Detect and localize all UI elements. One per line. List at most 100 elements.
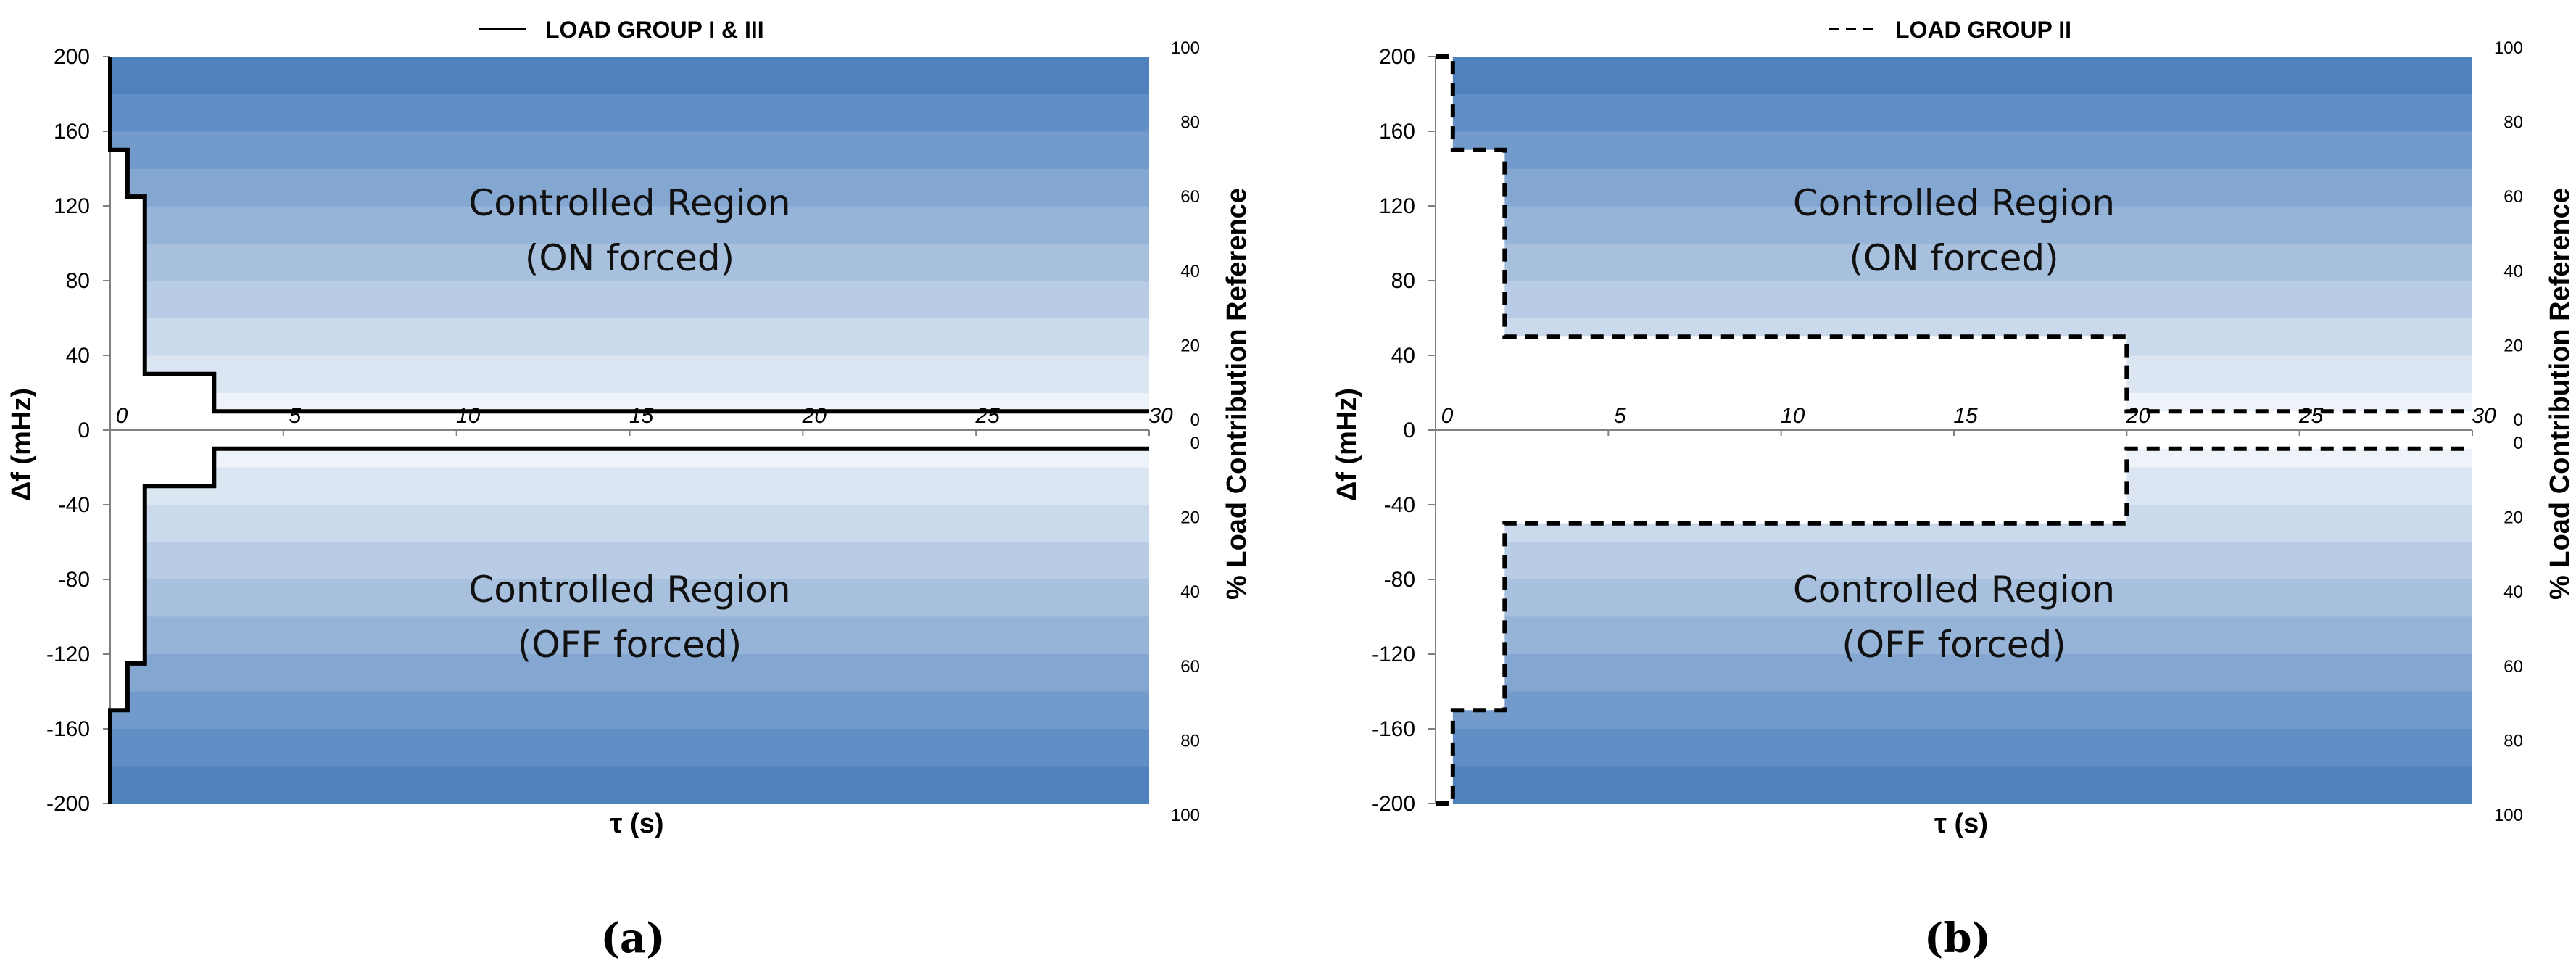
y-tick-label: 40 bbox=[66, 344, 90, 368]
x-tick-label: 5 bbox=[1614, 404, 1626, 428]
background-band-upper bbox=[110, 94, 1149, 132]
y-tick-label: -80 bbox=[1384, 568, 1415, 592]
y2-tick-label: 0 bbox=[2514, 410, 2523, 430]
y2-tick-label: 40 bbox=[1180, 262, 1200, 281]
background-band-upper bbox=[110, 206, 1149, 244]
background-band-lower bbox=[1436, 691, 2472, 730]
background-band-lower bbox=[110, 616, 1149, 655]
series-line-lower bbox=[1436, 446, 2472, 806]
y2-tick-label: 0 bbox=[1190, 434, 1200, 453]
background-band-upper bbox=[1436, 57, 2472, 94]
x-tick-label: 10 bbox=[456, 404, 481, 428]
background-band-upper bbox=[110, 168, 1149, 207]
x-tick-label: 5 bbox=[289, 404, 301, 428]
background-band-upper bbox=[110, 281, 1149, 318]
y-tick-label: -160 bbox=[46, 717, 90, 741]
y2-tick-label: 0 bbox=[1190, 410, 1200, 430]
background-band-lower bbox=[1436, 542, 2472, 580]
x-tick-label: 10 bbox=[1781, 404, 1805, 428]
x-tick-label: 25 bbox=[2298, 404, 2324, 428]
y2-tick-label: 60 bbox=[2503, 187, 2523, 207]
y-tick-label: 0 bbox=[78, 418, 90, 442]
legend-label: LOAD GROUP I & III bbox=[545, 17, 764, 43]
x-tick-label: 25 bbox=[974, 404, 1000, 428]
y2-tick-label: 60 bbox=[2503, 657, 2523, 677]
y-axis-label: Δf (mHz) bbox=[7, 388, 37, 501]
y2-tick-label: 0 bbox=[2514, 434, 2523, 453]
background-band-lower bbox=[110, 691, 1149, 730]
background-band-lower bbox=[110, 766, 1149, 804]
background-band-lower bbox=[110, 467, 1149, 505]
region-label-off-forced-sub: (OFF forced) bbox=[518, 624, 742, 666]
y-tick-label: -200 bbox=[1372, 792, 1415, 816]
y2-tick-label: 100 bbox=[2494, 806, 2523, 825]
y2-tick-label: 40 bbox=[2503, 582, 2523, 602]
y-tick-label: -120 bbox=[1372, 643, 1415, 666]
background-band-upper bbox=[1436, 168, 2472, 207]
y2-tick-label: 20 bbox=[2503, 508, 2523, 528]
y-tick-label: 80 bbox=[1391, 269, 1415, 293]
y-tick-label: 120 bbox=[54, 194, 90, 218]
y2-tick-label: 80 bbox=[2503, 113, 2523, 133]
legend-label: LOAD GROUP II bbox=[1895, 17, 2071, 43]
x-tick-label: 15 bbox=[1953, 404, 1978, 428]
background-band-lower bbox=[1436, 766, 2472, 804]
x-tick-label: 0 bbox=[116, 404, 128, 428]
background-band-lower bbox=[110, 729, 1149, 767]
background-band-upper bbox=[1436, 131, 2472, 169]
y2-tick-label: 100 bbox=[1171, 38, 1200, 58]
background-band-upper bbox=[110, 318, 1149, 356]
background-band-upper bbox=[1436, 94, 2472, 132]
y2-tick-label: 100 bbox=[1171, 806, 1200, 825]
series-line-lower bbox=[108, 446, 1149, 804]
background-band-upper bbox=[110, 243, 1149, 281]
region-label-off-forced: Controlled Region bbox=[468, 569, 790, 611]
y-tick-label: 120 bbox=[1379, 194, 1415, 218]
y2-tick-label: 100 bbox=[2494, 38, 2523, 58]
y-tick-label: 200 bbox=[54, 45, 90, 69]
y2-tick-label: 80 bbox=[2503, 731, 2523, 751]
x-axis-label: τ (s) bbox=[610, 809, 664, 839]
background-band-upper bbox=[1436, 281, 2472, 318]
y-tick-label: -80 bbox=[59, 568, 90, 592]
series-line-upper bbox=[108, 57, 1149, 414]
y2-tick-label: 80 bbox=[1180, 113, 1200, 133]
background-band-lower bbox=[110, 654, 1149, 692]
y-tick-label: -200 bbox=[46, 792, 90, 816]
background-band-upper bbox=[110, 355, 1149, 393]
y-axis-label: Δf (mHz) bbox=[1332, 388, 1362, 501]
y-tick-label: -160 bbox=[1372, 717, 1415, 741]
panel-label: (b) bbox=[1924, 914, 1991, 962]
region-label-on-forced: Controlled Region bbox=[468, 182, 790, 224]
y2-tick-label: 20 bbox=[2503, 336, 2523, 355]
background-band-lower bbox=[1436, 616, 2472, 655]
y2-tick-label: 40 bbox=[2503, 262, 2523, 281]
y-tick-label: 80 bbox=[66, 269, 90, 293]
y2-axis-label: % Load Contribution Reference bbox=[1222, 188, 1252, 600]
y-tick-label: 160 bbox=[1379, 120, 1415, 144]
series-line-upper bbox=[1436, 54, 2472, 414]
y-tick-label: 160 bbox=[54, 120, 90, 144]
y2-tick-label: 20 bbox=[1180, 508, 1200, 528]
x-tick-label: 0 bbox=[1441, 404, 1454, 428]
background-band-upper bbox=[1436, 243, 2472, 281]
y-tick-label: -120 bbox=[46, 643, 90, 666]
y2-tick-label: 40 bbox=[1180, 582, 1200, 602]
background-band-lower bbox=[1436, 654, 2472, 692]
region-label-on-forced-sub: (ON forced) bbox=[525, 237, 734, 279]
y-tick-label: 40 bbox=[1391, 344, 1415, 368]
y2-tick-label: 60 bbox=[1180, 657, 1200, 677]
x-tick-label: 30 bbox=[1148, 404, 1173, 428]
region-label-off-forced: Controlled Region bbox=[1793, 569, 2115, 611]
region-label-off-forced-sub: (OFF forced) bbox=[1842, 624, 2066, 666]
y-tick-label: 0 bbox=[1403, 418, 1415, 442]
y2-tick-label: 80 bbox=[1180, 731, 1200, 751]
region-label-on-forced: Controlled Region bbox=[1793, 182, 2115, 224]
y-tick-label: 200 bbox=[1379, 45, 1415, 69]
y-tick-label: -40 bbox=[1384, 493, 1415, 517]
background-band-upper bbox=[110, 131, 1149, 169]
x-tick-label: 20 bbox=[802, 404, 827, 428]
